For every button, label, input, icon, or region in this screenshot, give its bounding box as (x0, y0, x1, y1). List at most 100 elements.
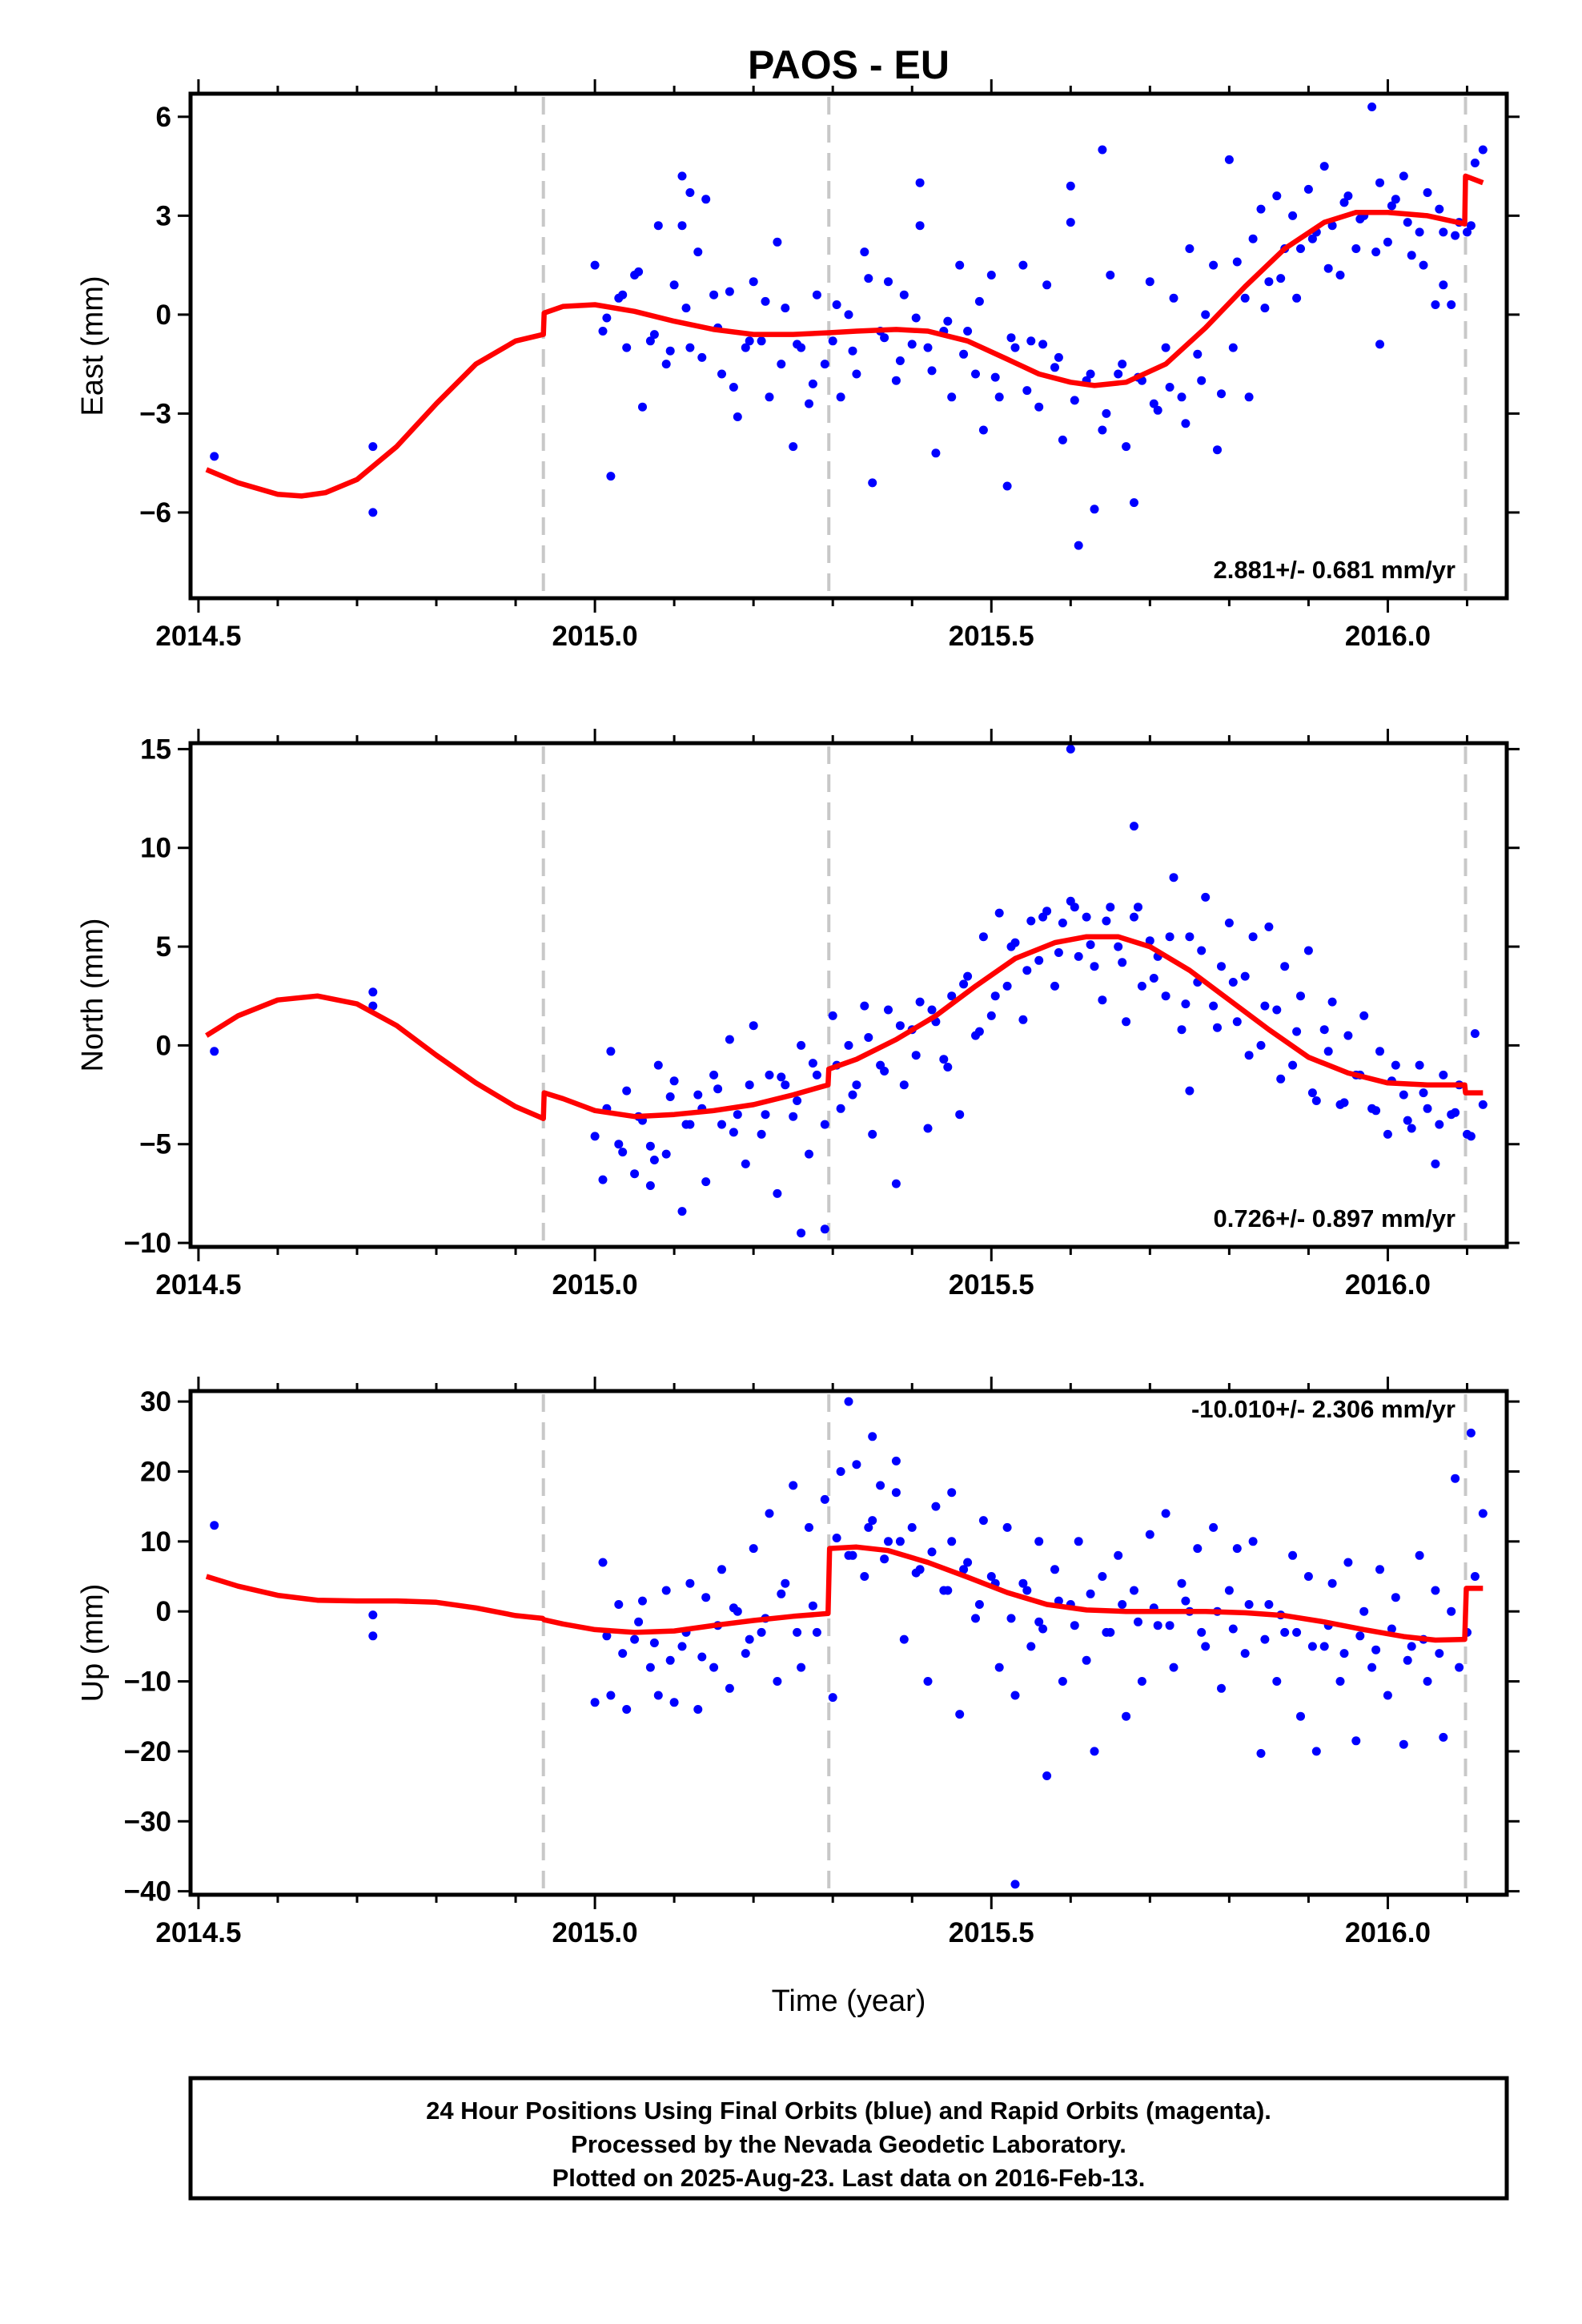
up-data-point (606, 1691, 616, 1700)
up-data-point (868, 1516, 877, 1526)
up-data-point (602, 1631, 612, 1641)
north-data-point (923, 1124, 933, 1133)
north-data-point (745, 1080, 754, 1090)
up-data-point (1447, 1606, 1456, 1616)
north-data-point (1466, 1132, 1476, 1141)
up-data-point (1022, 1586, 1032, 1595)
east-data-point (1415, 227, 1424, 237)
north-data-point (1026, 916, 1036, 926)
north-data-point (1038, 912, 1048, 922)
north-data-point (963, 971, 973, 981)
up-data-point (931, 1502, 941, 1511)
up-data-point (1371, 1645, 1381, 1655)
east-data-point (1006, 333, 1016, 343)
north-data-point (1185, 1086, 1195, 1096)
up-data-point (622, 1705, 632, 1714)
panel-north: 15 10 5 0 −5 −10 2014.5 2015.0 2015.5 2016.0 North… (76, 729, 1520, 1301)
up-data-point (1178, 0, 1186, 5)
east-data-point (1002, 481, 1012, 491)
up-data-point (1098, 1572, 1107, 1581)
up-data-point (1431, 1586, 1440, 1595)
up-data-point (1403, 1655, 1412, 1665)
up-data-point (864, 1522, 873, 1532)
east-data-point (685, 188, 695, 197)
up-data-point (1387, 1624, 1396, 1634)
up-data-point (1002, 1522, 1012, 1532)
up-data-point (1391, 1593, 1400, 1602)
north-data-point (210, 1047, 219, 1056)
north-data-point (1311, 1096, 1321, 1105)
north-data-point (649, 1156, 659, 1164)
east-data-point (1066, 218, 1075, 227)
east-data-point (1070, 396, 1079, 405)
east-data-point (1478, 145, 1488, 155)
east-data-point (1463, 227, 1472, 237)
north-data-point (1391, 1060, 1400, 1070)
up-data-point (1343, 1558, 1353, 1567)
up-data-point (1248, 1537, 1258, 1546)
east-x-tick-label: 2014.5 (155, 621, 241, 652)
up-data-point (1383, 1691, 1392, 1700)
north-rate-label: 0.726+/- 0.897 mm/yr (1214, 1204, 1456, 1232)
up-data-point (1451, 1474, 1460, 1483)
up-data-point (729, 1603, 738, 1613)
north-data-point (805, 1149, 813, 1159)
up-data-point (994, 1663, 1004, 1672)
north-data-point (1213, 1023, 1222, 1032)
east-data-point (832, 300, 841, 309)
east-data-point (697, 352, 707, 362)
east-data-point (990, 372, 1000, 382)
north-data-point (1371, 1106, 1381, 1116)
east-data-point (1217, 389, 1226, 399)
up-data-point (1228, 1624, 1238, 1634)
up-data-point (1217, 1683, 1226, 1693)
up-y-axis-label: Up (mm) (76, 1584, 110, 1703)
up-data-point (717, 1565, 726, 1574)
east-data-point (1343, 191, 1353, 201)
north-data-point (899, 1080, 909, 1090)
north-data-point (978, 932, 988, 942)
up-data-point (947, 1488, 957, 1498)
east-data-point (1303, 184, 1313, 194)
east-data-point (1038, 340, 1048, 349)
up-data-point (1137, 1677, 1146, 1686)
caption-line-3: Plotted on 2025-Aug-23. Last data on 201… (552, 2164, 1146, 2192)
up-data-point (1288, 1550, 1298, 1560)
up-data-point (1240, 1649, 1250, 1659)
up-data-point (1010, 1691, 1020, 1700)
up-x-tick-label: 2015.5 (949, 1917, 1034, 1948)
up-data-point (1018, 1578, 1028, 1588)
north-data-point (1034, 955, 1044, 965)
north-data-point (974, 1027, 984, 1036)
up-data-point (1181, 1596, 1191, 1606)
east-data-point (828, 336, 837, 346)
north-data-point (1102, 916, 1111, 926)
up-data-point (1407, 1642, 1416, 1651)
north-data-point (895, 1021, 905, 1031)
up-data-point (1439, 1732, 1448, 1742)
east-data-point (1288, 211, 1298, 220)
north-data-point (959, 979, 969, 989)
up-data-point (844, 1397, 853, 1406)
east-data-point (880, 333, 889, 343)
east-data-point (1264, 277, 1274, 287)
north-data-point (713, 1084, 723, 1094)
east-data-point (1423, 188, 1432, 197)
up-data-point (1134, 1617, 1142, 1626)
up-data-point (1153, 1621, 1162, 1630)
up-data-point (1311, 1747, 1321, 1756)
north-y-tick-label: 15 (140, 734, 171, 765)
east-data-point (777, 360, 786, 369)
up-data-point (1307, 1642, 1317, 1651)
east-data-point (915, 221, 925, 231)
north-y-tick-label: 5 (156, 931, 171, 963)
up-data-point (1466, 1428, 1476, 1437)
east-data-point (931, 448, 941, 458)
east-data-point (602, 313, 612, 323)
east-data-point (1272, 191, 1282, 201)
east-data-point (645, 336, 655, 346)
east-data-point (618, 290, 628, 300)
north-data-point (1197, 946, 1207, 955)
east-data-point (1387, 201, 1396, 211)
east-frame (188, 91, 1509, 601)
